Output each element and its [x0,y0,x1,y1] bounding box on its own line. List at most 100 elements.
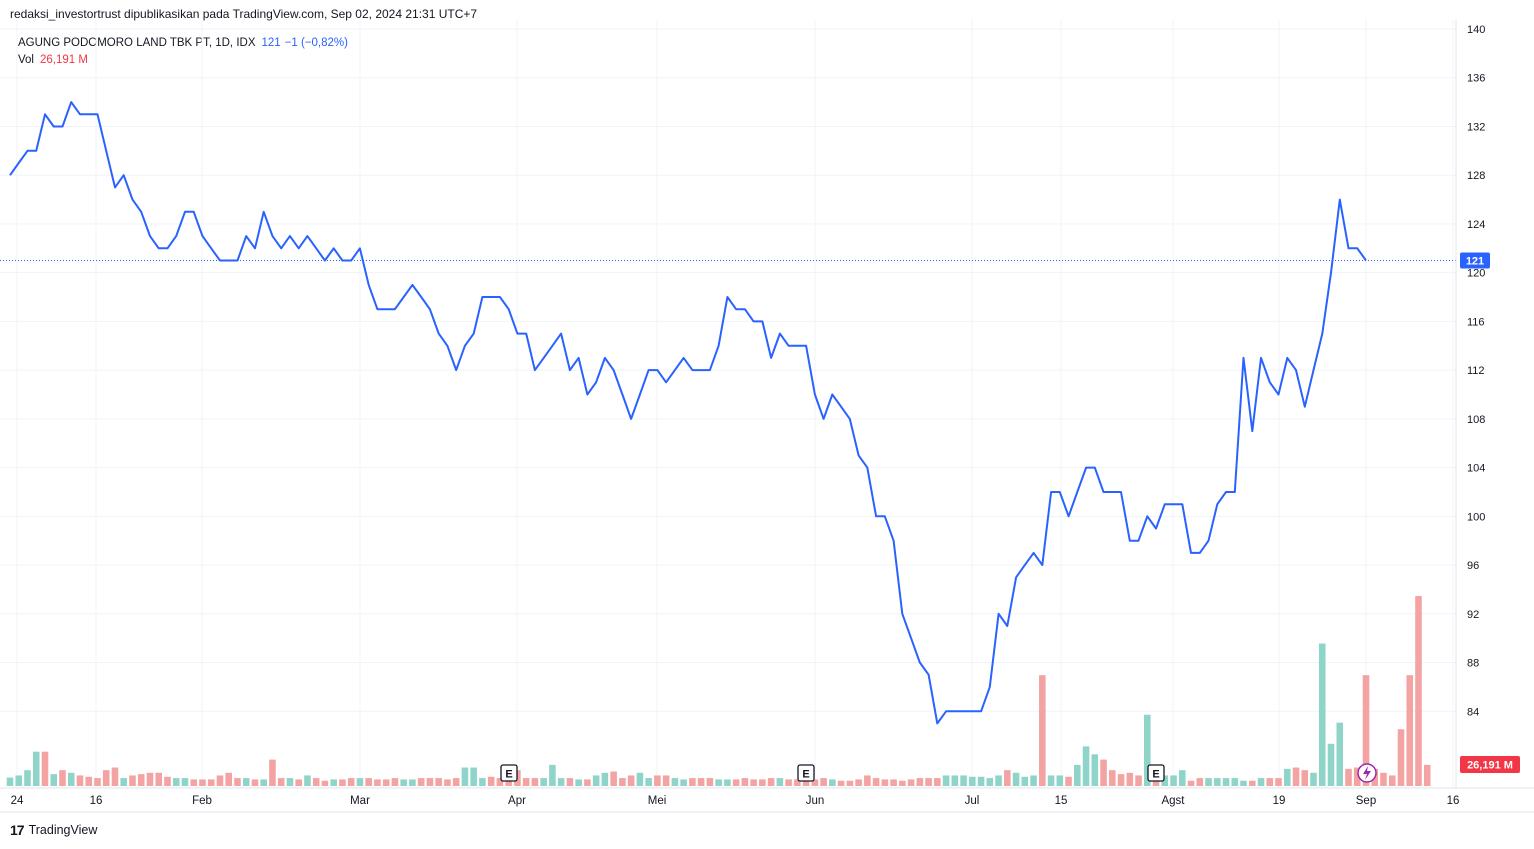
volume-bar [557,778,565,786]
volume-bar [137,774,145,786]
volume-bar [697,778,705,786]
volume-bar [1248,780,1256,786]
volume-bar [820,778,827,786]
volume-bar [1187,780,1195,786]
y-tick-label: 140 [1467,24,1485,36]
volume-bar [732,779,740,786]
volume-bar [951,775,959,786]
y-tick-label: 112 [1467,365,1485,377]
volume-bar [1318,643,1326,786]
volume-bar [636,772,644,786]
volume-bar [479,778,486,786]
volume-bar [234,778,241,786]
volume-bar [1030,775,1037,786]
volume-bar [251,779,259,786]
volume-bar [1039,675,1046,786]
volume-bar [225,772,232,786]
earnings-marker[interactable]: E [797,764,815,782]
volume-bar [85,776,93,786]
x-tick-label: Jul [965,795,980,807]
earnings-marker[interactable]: E [500,764,518,782]
volume-bar [400,779,407,786]
x-tick-label: Sep [1356,795,1376,807]
volume-bar [706,778,714,786]
y-tick-label: 84 [1467,706,1479,718]
volume-bar [24,770,31,786]
volume-bar [330,779,337,786]
volume-bar [1301,770,1309,786]
volume-bar [6,777,14,786]
volume-bar [575,779,582,786]
volume-bar [794,779,801,786]
volume-bar [76,775,84,786]
volume-bar [522,778,530,786]
volume-bar [1161,775,1169,786]
volume-bar [1292,767,1300,786]
volume-bar [111,767,119,786]
volume-bar [1117,774,1125,786]
x-tick-label: Agst [1161,795,1185,807]
volume-bar [1100,759,1107,786]
volume-bar [67,772,75,786]
volume-bar [654,775,661,786]
volume-bar [1388,775,1396,786]
volume-bar [1336,722,1344,786]
y-tick-label: 96 [1467,560,1479,572]
volume-bar [881,779,889,786]
volume-bar [417,778,425,786]
volume-bar [129,775,136,786]
time-axis[interactable]: 24 16 Feb Mar Apr Mei Jun Jul 15 Agst 19 Sep 16 [11,795,1460,807]
volume-bar [855,779,862,786]
volume-bar [1257,778,1265,786]
volume-bar [444,779,451,786]
volume-bar [1283,768,1291,786]
volume-bar [339,779,346,786]
volume-bar [986,778,994,786]
volume-bar [1109,770,1116,786]
volume-bar [15,775,23,786]
x-tick-label: 19 [1273,795,1286,807]
volume-bar [312,778,320,786]
flash-icon[interactable] [1357,763,1377,783]
volume-bar [601,772,609,786]
volume-bar [759,779,766,786]
y-tick-label: 116 [1467,316,1485,328]
volume-bar [925,778,932,786]
x-tick-label: 16 [90,795,103,807]
price-axis[interactable]: 84 88 92 96 100 104 108 112 116 120 124 128 132 136 14… [1467,24,1485,718]
volume-bar [32,751,40,786]
volume-bar [242,778,250,786]
x-tick-label: 16 [1447,795,1460,807]
x-tick-label: Mar [350,795,370,807]
volume-bar [846,780,854,786]
volume-bar [1082,746,1090,786]
volume-bar [1144,714,1151,786]
volume-bar [741,778,749,786]
volume-bar [1222,778,1230,786]
volume-bar [172,778,180,786]
volume-bar [1091,754,1099,786]
volume-bar [811,779,819,786]
earnings-marker[interactable]: E [1147,764,1165,782]
y-tick-label: 104 [1467,463,1485,475]
last-volume-badge-label: 26,191 M [1467,760,1513,772]
volume-bar [1126,772,1134,786]
last-volume-badge: 26,191 M [1460,756,1520,773]
volume-bar [1056,775,1064,786]
volume-bar [1406,675,1414,786]
volume-bar [627,775,635,786]
last-price-badge: 121 [1460,252,1490,269]
volume-bar [566,778,574,786]
volume-bar [960,775,967,786]
volume-bar [531,778,539,786]
volume-bar [942,775,950,786]
volume-bar [864,775,871,786]
volume-bar [1074,764,1081,786]
volume-bar [1345,768,1352,786]
volume-bar [277,778,285,786]
volume-bar [41,751,49,786]
volume-bar [890,779,897,786]
volume-bar [916,778,924,786]
